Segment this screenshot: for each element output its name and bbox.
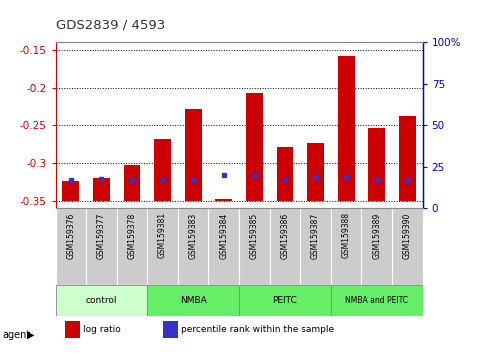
Text: GSM159378: GSM159378 [128,212,137,258]
Bar [331,209,361,285]
Bar [307,143,324,201]
Bar [270,209,300,285]
Text: GSM159383: GSM159383 [189,212,198,258]
Text: percentile rank within the sample: percentile rank within the sample [181,325,334,334]
Bar [93,178,110,201]
Bar [154,139,171,201]
Bar [361,209,392,285]
Bar [163,321,178,338]
Text: PEITC: PEITC [272,296,298,305]
Bar [369,128,385,201]
Text: GSM159388: GSM159388 [341,212,351,258]
Text: GSM159381: GSM159381 [158,212,167,258]
Bar [56,285,147,316]
Bar [65,321,80,338]
Bar [124,165,141,201]
Text: GSM159387: GSM159387 [311,212,320,258]
Text: GDS2839 / 4593: GDS2839 / 4593 [56,19,165,32]
Bar [62,181,79,201]
Text: GSM159386: GSM159386 [281,212,289,258]
Bar [338,56,355,201]
Bar [239,285,331,316]
Bar [246,93,263,201]
Bar [147,209,178,285]
Text: GSM159389: GSM159389 [372,212,381,258]
Bar [147,285,239,316]
Bar [215,199,232,201]
Text: GSM159377: GSM159377 [97,212,106,259]
Text: agent: agent [2,330,30,339]
Bar [392,209,423,285]
Text: log ratio: log ratio [83,325,121,334]
Text: control: control [85,296,117,305]
Text: ▶: ▶ [27,330,34,339]
Text: NMBA and PEITC: NMBA and PEITC [345,296,408,305]
Bar [277,147,293,201]
Bar [86,209,117,285]
Bar [399,116,416,201]
Bar [239,209,270,285]
Text: GSM159376: GSM159376 [66,212,75,259]
Text: NMBA: NMBA [180,296,207,305]
Bar [300,209,331,285]
Bar [178,209,209,285]
Text: GSM159384: GSM159384 [219,212,228,258]
Bar [56,209,86,285]
Bar [117,209,147,285]
Text: GSM159385: GSM159385 [250,212,259,258]
Bar [185,109,201,201]
Bar [331,285,423,316]
Bar [209,209,239,285]
Text: GSM159390: GSM159390 [403,212,412,259]
